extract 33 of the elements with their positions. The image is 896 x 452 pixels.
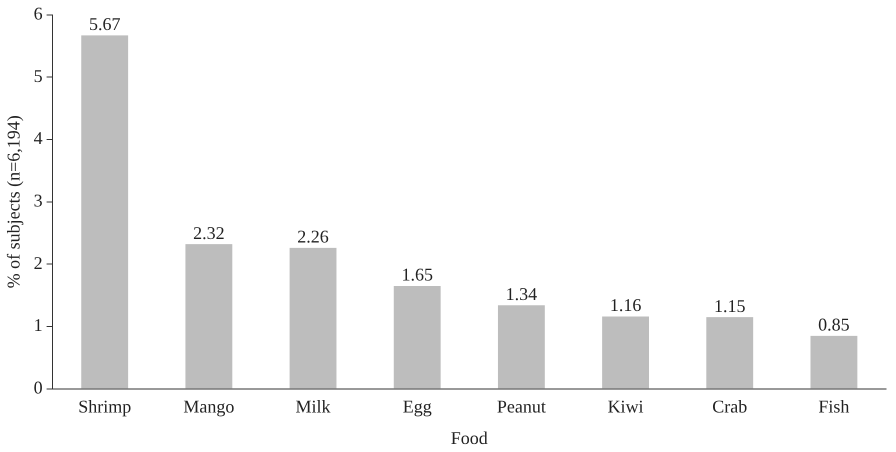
y-tick-label: 4 [34, 128, 43, 148]
bar [290, 248, 336, 388]
y-tick-label: 0 [34, 378, 43, 398]
bar [81, 35, 128, 388]
bar [602, 316, 649, 388]
data-label: 2.26 [297, 226, 329, 247]
y-tick-label: 6 [34, 4, 43, 24]
bar [706, 317, 754, 388]
data-label: 1.15 [714, 296, 746, 316]
y-tick-label: 3 [34, 190, 43, 211]
bar [810, 336, 858, 388]
y-axis-title: % of subjects (n=6,194) [4, 115, 24, 288]
x-tick-label: Milk [296, 396, 331, 416]
x-axis-title: Food [450, 428, 488, 448]
data-label: 1.34 [506, 284, 538, 304]
x-tick-label: Peanut [496, 396, 546, 416]
x-tick-label: Fish [818, 396, 850, 416]
x-tick-label: Mango [183, 396, 234, 416]
data-label: 2.32 [193, 222, 225, 243]
bar [185, 244, 232, 388]
data-label: 1.65 [401, 264, 433, 285]
y-tick-label: 1 [34, 315, 43, 336]
x-tick-label: Crab [712, 396, 748, 416]
x-tick-label: Shrimp [78, 396, 132, 416]
x-tick-label: Egg [402, 396, 432, 416]
data-label: 1.16 [610, 295, 642, 316]
bar [394, 286, 441, 388]
bar [498, 305, 545, 388]
y-tick-label: 2 [34, 252, 43, 273]
data-label: 5.67 [88, 14, 120, 34]
y-tick-label: 5 [34, 66, 43, 86]
x-tick-label: Kiwi [608, 396, 644, 416]
data-label: 0.85 [818, 314, 850, 335]
